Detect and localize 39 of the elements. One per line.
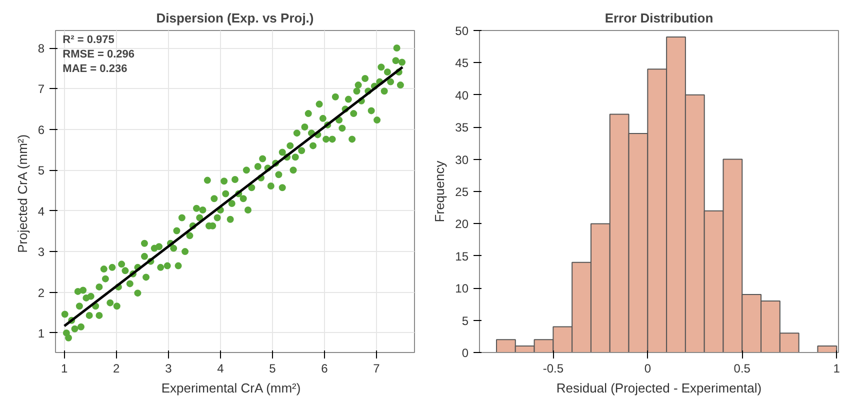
y-tick-label: 5	[38, 164, 45, 178]
chart-title: Error Distribution	[604, 10, 714, 26]
x-tick-label: 0.5	[734, 362, 751, 376]
x-tick-label: 0	[644, 362, 652, 376]
annotation: MAE = 0.236	[62, 63, 128, 76]
y-tick-label: 30	[455, 152, 469, 167]
x-tick-label: 1	[833, 362, 840, 376]
y-tick-label: 35	[455, 120, 469, 135]
y-tick-label: 2	[38, 286, 45, 300]
x-tick-label: 7	[373, 362, 380, 376]
y-tick-label: 15	[455, 249, 469, 264]
x-tick-label: 3	[165, 362, 172, 376]
y-tick-label: 5	[462, 314, 469, 328]
y-tick-label: 25	[455, 185, 469, 199]
y-axis-title: Projected CrA (mm²)	[14, 134, 30, 253]
x-axis-title: Residual (Projected - Experimental)	[556, 380, 762, 396]
y-axis-title: Frequency	[432, 160, 448, 222]
y-tick-label: 20	[455, 217, 469, 232]
y-tick-label: 50	[455, 24, 469, 38]
y-tick-label: 40	[455, 88, 469, 102]
y-tick-label: 6	[38, 122, 45, 137]
x-tick-label: -0.5	[542, 362, 564, 376]
y-tick-label: 8	[38, 42, 45, 56]
y-tick-label: 3	[38, 245, 45, 260]
annotation: R² = 0.975	[62, 34, 114, 46]
x-tick-label: 1	[61, 362, 68, 376]
y-tick-label: 4	[38, 204, 45, 218]
annotation: RMSE = 0.296	[62, 48, 135, 61]
x-tick-label: 6	[321, 362, 328, 376]
y-tick-label: 1	[38, 326, 45, 340]
chart-title: Dispersion (Exp. vs Proj.)	[156, 10, 314, 26]
y-tick-label: 10	[455, 282, 469, 296]
x-tick-label: 2	[113, 362, 120, 376]
y-tick-label: 7	[38, 82, 45, 96]
x-tick-label: 4	[217, 362, 224, 376]
y-tick-label: 0	[462, 346, 469, 360]
y-tick-label: 45	[455, 56, 469, 70]
x-axis-title: Experimental CrA (mm²)	[161, 380, 301, 396]
x-tick-label: 5	[269, 362, 276, 376]
